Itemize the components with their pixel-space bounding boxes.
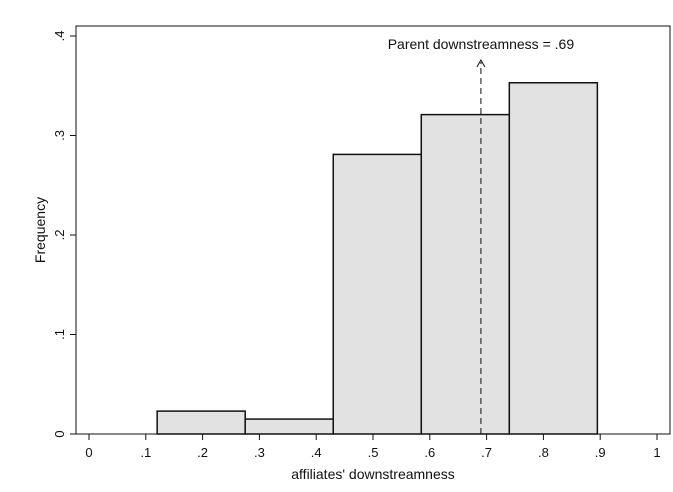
histogram-bar-2 [244,418,334,435]
x-tick-label: 1 [653,445,660,460]
histogram-bar-1 [156,410,246,435]
reference-annotation: Parent downstreamness = .69 [388,36,575,52]
arrow-head-icon [476,58,486,68]
y-tick-label: 0 [52,430,67,437]
y-tick-label: .2 [52,230,67,241]
x-tick-label: .8 [538,445,549,460]
histogram-bar-3 [332,153,423,435]
y-axis-title: Frequency [32,197,48,263]
x-tick-label: .5 [368,445,379,460]
x-axis-title: affiliates' downstreamness [291,466,455,482]
x-tick-label: .3 [254,445,265,460]
x-tick-label: 0 [85,445,92,460]
x-tick-label: .9 [595,445,606,460]
histogram-bar-5 [508,82,599,435]
x-tick-label: .7 [481,445,492,460]
y-tick-label: .1 [52,329,67,340]
y-tick-label: .4 [52,31,67,42]
x-tick-label: .2 [197,445,208,460]
x-tick-label: .1 [140,445,151,460]
y-tick-label: .3 [52,130,67,141]
x-tick-label: .4 [311,445,322,460]
x-tick-label: .6 [424,445,435,460]
histogram-bar-4 [420,113,511,435]
